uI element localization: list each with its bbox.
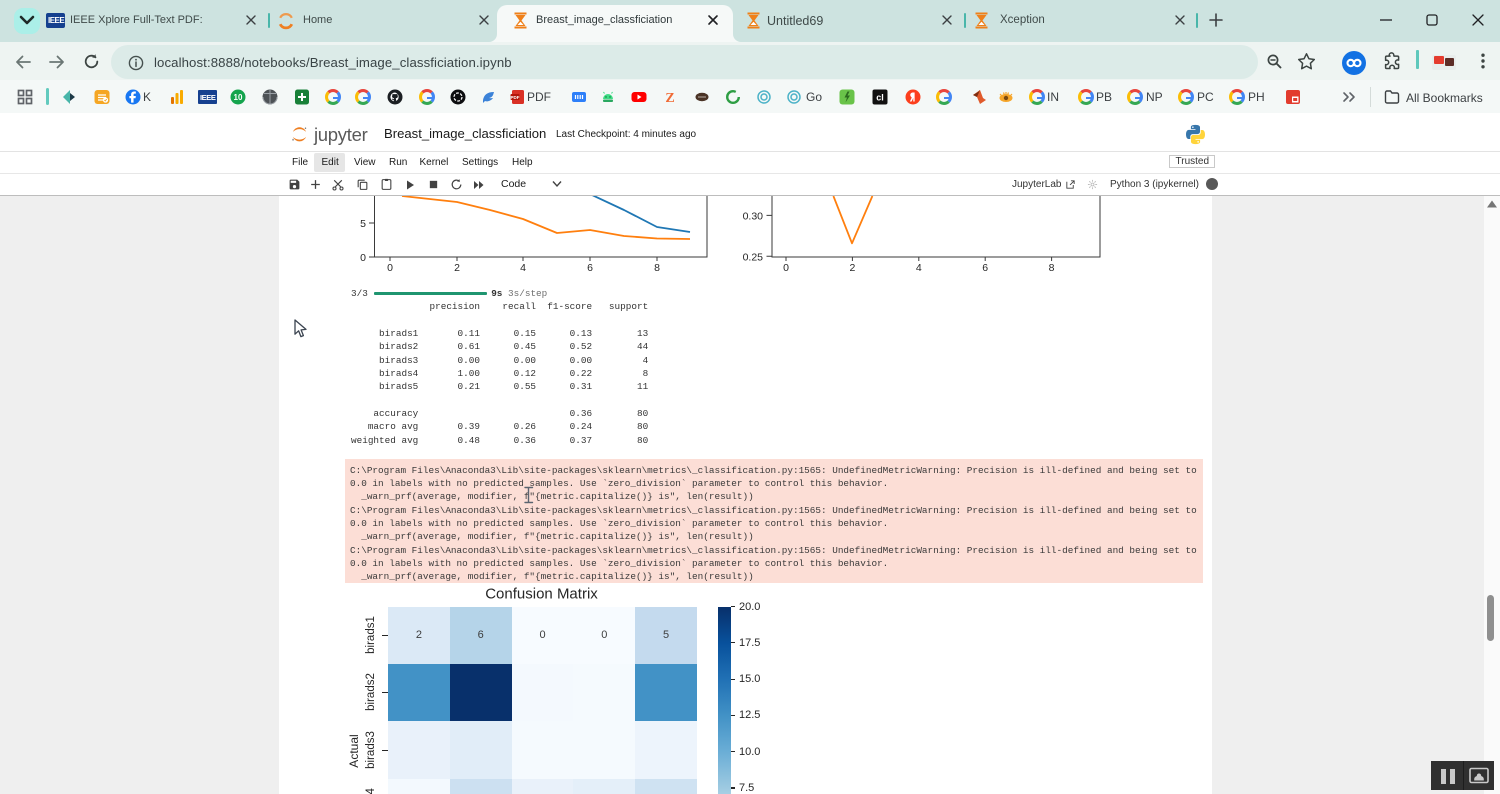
svg-text:4: 4: [916, 262, 922, 274]
svg-text:0: 0: [783, 262, 789, 274]
svg-text:4: 4: [520, 262, 526, 274]
svg-text:0: 0: [360, 252, 366, 264]
svg-text:Z: Z: [665, 91, 674, 105]
svg-text:PDF: PDF: [511, 95, 520, 100]
svg-text:6: 6: [587, 262, 593, 274]
svg-text:2: 2: [849, 262, 855, 274]
svg-text:0: 0: [387, 262, 393, 274]
svg-text:10: 10: [234, 93, 243, 102]
svg-text:5: 5: [360, 218, 366, 230]
svg-text:0.30: 0.30: [743, 210, 764, 222]
svg-text:6: 6: [982, 262, 988, 274]
svg-text:cl: cl: [876, 93, 884, 103]
svg-text:8: 8: [654, 262, 660, 274]
svg-text:0.25: 0.25: [743, 251, 764, 263]
svg-text:8: 8: [1049, 262, 1055, 274]
svg-text:2: 2: [454, 262, 460, 274]
